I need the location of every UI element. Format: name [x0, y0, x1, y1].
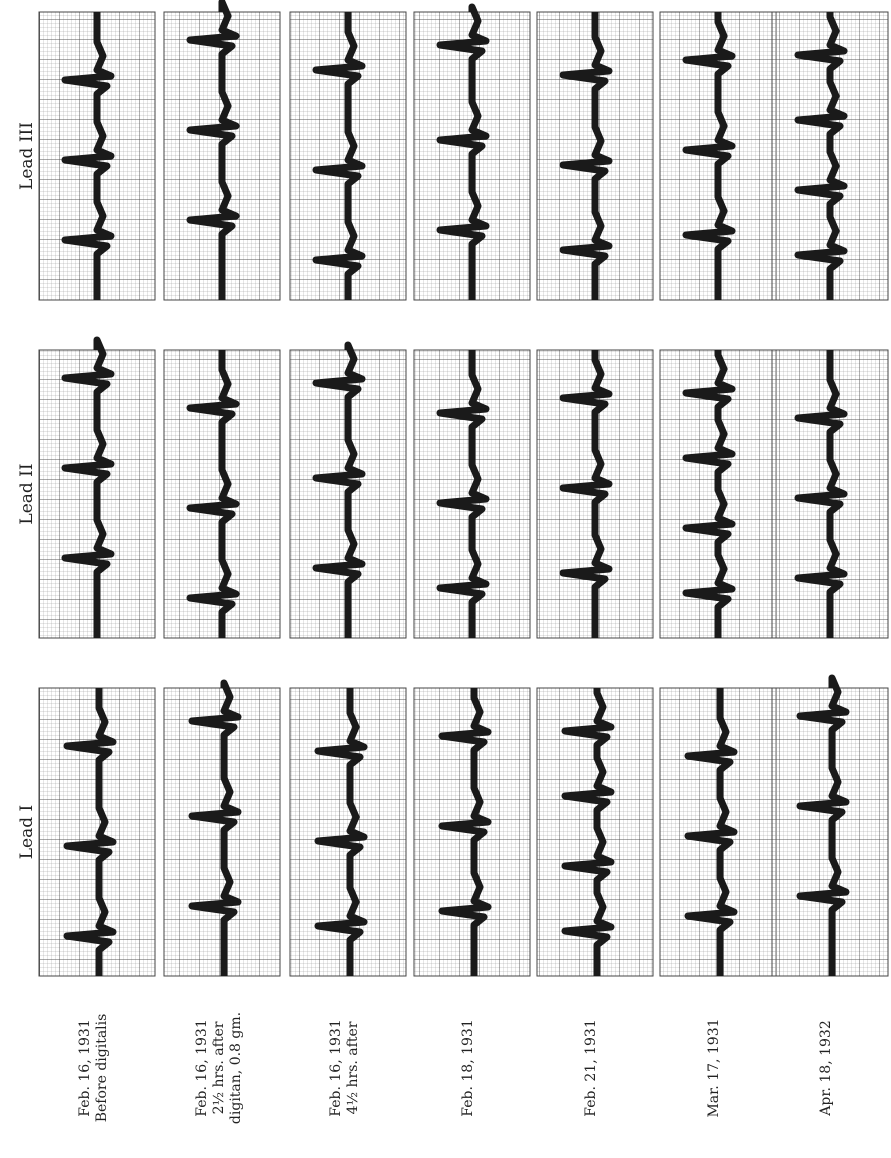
ecg-trace [684, 688, 738, 976]
date-line: Feb. 18, 1931 [460, 1019, 476, 1116]
ecg-trace [561, 688, 615, 976]
ecg-trace [312, 341, 366, 638]
date-line: 4½ hrs. after [345, 1021, 361, 1114]
date-line: Before digitalis [94, 1014, 110, 1123]
date-label: Feb. 16, 19312½ hrs. afterdigitan, 0.8 g… [194, 1012, 244, 1124]
ecg-trace [314, 688, 368, 976]
date-line: Apr. 18, 1932 [818, 1020, 834, 1116]
date-line: 2½ hrs. after [211, 1021, 227, 1114]
date-label: Feb. 16, 19314½ hrs. after [328, 1019, 361, 1116]
ecg-trace [794, 12, 848, 300]
ecg-trace [61, 336, 115, 638]
date-line: digitan, 0.8 gm. [228, 1012, 244, 1124]
ecg-trace [188, 679, 242, 976]
ecg-trace [186, 0, 240, 300]
ecg-trace [559, 12, 613, 300]
ecg-trace [796, 674, 850, 976]
ecg-trace [682, 12, 736, 300]
ecg-trace [186, 350, 240, 638]
date-label: Mar. 17, 1931 [706, 1018, 722, 1117]
lead-label: Lead I [17, 805, 37, 860]
ecg-trace [794, 350, 848, 638]
ecg-trace [61, 12, 115, 300]
lead-label: Lead II [17, 463, 37, 524]
ecg-trace [436, 350, 490, 638]
lead-label: Lead III [17, 122, 37, 190]
date-label: Feb. 18, 1931 [460, 1019, 476, 1116]
date-line: Feb. 16, 1931 [77, 1019, 93, 1116]
date-line: Mar. 17, 1931 [706, 1018, 722, 1117]
ecg-trace [438, 688, 492, 976]
ecg-trace [559, 350, 613, 638]
date-label: Feb. 21, 1931 [583, 1019, 599, 1116]
date-line: Feb. 21, 1931 [583, 1019, 599, 1116]
date-line: Feb. 16, 1931 [194, 1019, 210, 1116]
ecg-trace [63, 688, 117, 976]
date-line: Feb. 16, 1931 [328, 1019, 344, 1116]
ecg-trace [682, 350, 736, 638]
ecg-trace [436, 3, 490, 300]
date-label: Feb. 16, 1931Before digitalis [77, 1014, 110, 1123]
ecg-trace [312, 12, 366, 300]
date-label: Apr. 18, 1932 [818, 1020, 834, 1116]
